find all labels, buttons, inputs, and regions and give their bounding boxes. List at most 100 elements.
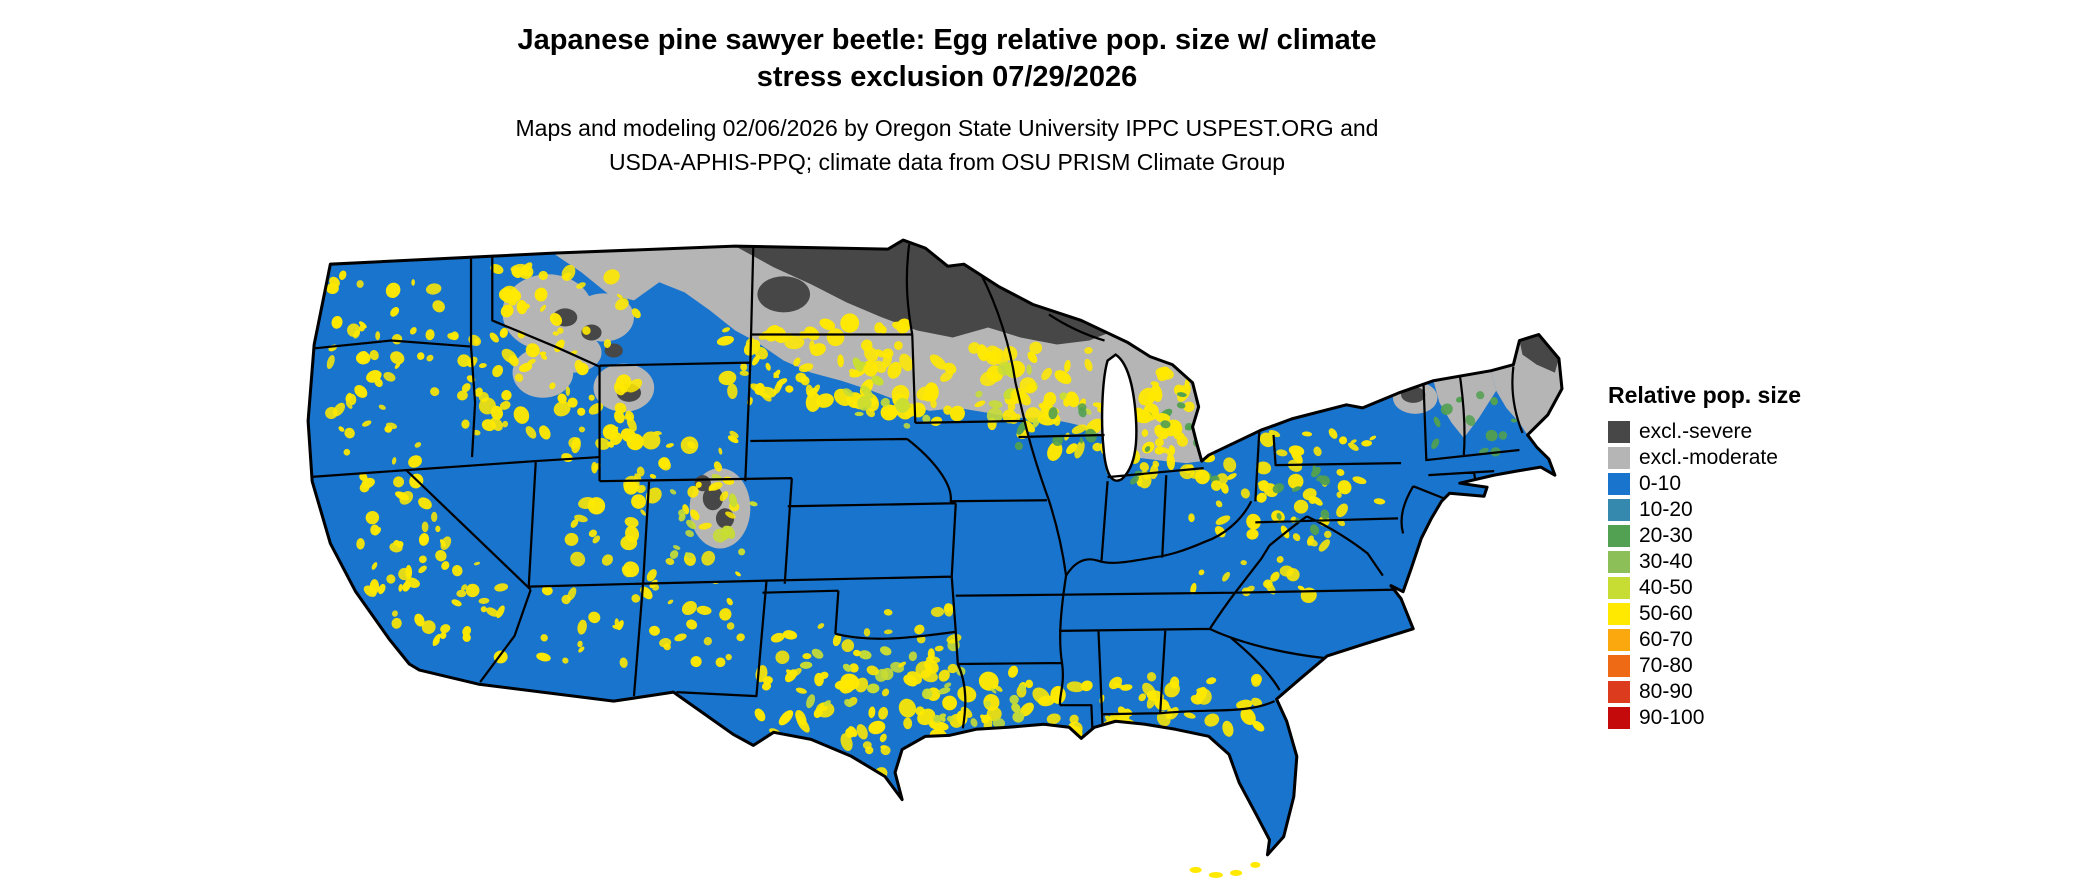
speckle — [557, 393, 567, 404]
speckle — [1251, 697, 1263, 707]
speckle — [949, 405, 965, 422]
speckle — [1184, 422, 1194, 431]
speckle — [561, 264, 576, 281]
speckle — [432, 638, 440, 647]
speckle — [514, 373, 524, 382]
speckle — [926, 655, 941, 664]
speckle — [1256, 492, 1267, 503]
speckle — [582, 326, 591, 335]
speckle — [490, 405, 503, 420]
speckle — [408, 455, 422, 468]
speckle — [728, 493, 738, 508]
speckle — [727, 383, 738, 399]
speckle — [879, 325, 887, 334]
speckle — [603, 269, 620, 285]
speckle — [922, 414, 931, 424]
speckle — [441, 561, 450, 570]
speckle — [687, 441, 696, 450]
speckle — [1485, 429, 1498, 442]
speckle — [972, 733, 981, 742]
speckle — [562, 657, 569, 664]
speckle — [435, 525, 441, 533]
speckle — [966, 755, 977, 766]
speckle — [1293, 499, 1309, 514]
speckle — [1498, 431, 1508, 440]
speckle — [874, 349, 885, 358]
speckle — [855, 677, 869, 693]
speckle — [1176, 392, 1187, 398]
speckle — [726, 622, 735, 630]
speckle — [939, 713, 947, 719]
speckle — [418, 533, 430, 546]
speckle — [1214, 525, 1226, 538]
speckle — [878, 706, 889, 720]
speckle — [1316, 475, 1323, 482]
speckle — [1206, 677, 1217, 685]
speckle — [740, 362, 748, 371]
speckle — [806, 387, 818, 396]
speckle — [880, 397, 890, 407]
speckle — [943, 362, 957, 374]
speckle — [369, 350, 379, 361]
map-title-line1: Japanese pine sawyer beetle: Egg relativ… — [517, 24, 1377, 56]
florida-keys-speck — [1230, 869, 1243, 876]
speckle — [645, 487, 662, 504]
speckle — [501, 390, 512, 401]
speckle — [356, 538, 365, 550]
speckle — [371, 562, 378, 570]
speckle — [840, 733, 853, 752]
speckle — [672, 545, 681, 550]
speckle — [965, 778, 975, 789]
legend-item-excl.-moderate: excl.-moderate — [1608, 445, 1801, 471]
speckle — [1272, 483, 1284, 494]
speckle — [894, 341, 903, 350]
speckle — [1336, 491, 1342, 498]
speckle — [1465, 414, 1476, 427]
legend-label: 90-100 — [1639, 706, 1705, 729]
speckle — [1276, 556, 1284, 564]
excl-moderate-patch — [512, 347, 574, 398]
speckle — [385, 422, 398, 430]
speckle — [1369, 435, 1377, 441]
speckle — [988, 400, 1003, 409]
speckle — [795, 687, 807, 694]
speckle — [980, 371, 998, 387]
speckle — [924, 382, 939, 402]
speckle — [577, 407, 586, 416]
speckle — [375, 331, 381, 341]
speckle — [929, 354, 947, 370]
speckle — [557, 327, 564, 334]
speckle — [1146, 672, 1157, 682]
speckle — [326, 355, 335, 370]
speckle — [616, 293, 623, 299]
speckle — [785, 385, 794, 393]
speckle — [1026, 364, 1032, 375]
speckle — [501, 348, 518, 364]
speckle — [1205, 436, 1213, 445]
speckle — [940, 371, 954, 382]
speckle — [331, 315, 343, 329]
speckle — [353, 330, 360, 339]
speckle — [425, 283, 442, 295]
speckle — [718, 370, 737, 386]
speckle — [687, 485, 699, 498]
speckle — [1188, 513, 1195, 523]
speckle — [908, 651, 918, 662]
speckle — [552, 331, 559, 336]
speckle — [701, 550, 716, 566]
speckle — [844, 699, 854, 708]
speckle — [916, 766, 927, 780]
speckle — [576, 282, 586, 289]
speckle — [1048, 407, 1058, 420]
speckle — [626, 417, 637, 432]
speckle — [1052, 737, 1062, 745]
speckle — [432, 300, 445, 313]
speckle — [684, 552, 693, 559]
speckle — [736, 633, 745, 642]
speckle — [461, 383, 471, 393]
speckle — [856, 724, 868, 740]
speckle — [1041, 367, 1053, 381]
speckle — [719, 491, 729, 502]
speckle — [944, 682, 952, 688]
speckle — [540, 304, 547, 312]
